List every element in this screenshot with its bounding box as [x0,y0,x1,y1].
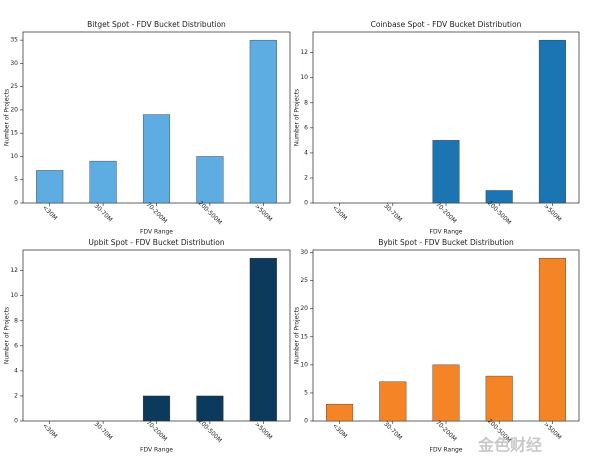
y-tick-label: 25 [300,277,308,284]
bar [432,364,460,422]
y-tick-label: 10 [300,74,308,81]
y-tick-label: 0 [14,200,18,207]
x-tick-label: <30M [331,204,349,222]
y-tick-label: 4 [14,367,18,374]
y-tick-label: 15 [300,333,308,340]
y-tick-label: 30 [10,60,18,67]
y-axis-label: Number of Projects [4,307,11,364]
y-tick-label: 5 [304,389,308,396]
y-tick-label: 0 [14,418,18,425]
y-tick-label: 25 [10,83,18,90]
bar [196,395,224,422]
y-tick-label: 4 [304,149,308,156]
y-tick-label: 20 [10,106,18,113]
y-tick-label: 2 [14,392,18,399]
bar [538,257,566,422]
y-tick-label: 2 [304,174,308,181]
x-axis-label: FDV Range [430,229,463,236]
y-tick-label: 15 [10,130,18,137]
y-tick-label: 10 [300,361,308,368]
y-tick-label: 10 [10,153,18,160]
bar [142,395,171,422]
y-tick-label: 12 [10,267,18,274]
y-tick-label: 6 [304,124,308,131]
bar [36,170,64,204]
y-tick-label: 10 [10,292,18,299]
y-tick-label: 20 [300,305,308,312]
y-tick-label: 30 [300,249,308,256]
y-tick-label: 6 [14,342,18,349]
y-tick-label: 5 [14,176,18,183]
bar [485,375,513,422]
y-tick-label: 35 [10,37,18,44]
x-tick-label: <30M [41,422,59,440]
bar [249,257,277,422]
bar [432,140,460,204]
chart-title: Coinbase Spot - FDV Bucket Distribution [371,20,522,29]
chart-title: Upbit Spot - FDV Bucket Distribution [88,238,224,247]
y-tick-label: 0 [304,418,308,425]
bar [326,403,354,422]
x-axis-label: FDV Range [140,229,173,236]
bar [142,114,171,204]
y-tick-label: 8 [14,317,18,324]
y-tick-label: 0 [304,200,308,207]
bar [196,156,224,204]
x-axis-label: FDV Range [140,447,173,454]
y-axis-label: Number of Projects [294,307,301,364]
watermark: 金色财经 [477,436,542,455]
x-tick-label: <30M [41,204,59,222]
y-tick-label: 8 [304,99,308,106]
chart-title: Bybit Spot - FDV Bucket Distribution [378,238,514,247]
y-axis-label: Number of Projects [294,89,301,146]
chart-title: Bitget Spot - FDV Bucket Distribution [87,20,226,29]
y-axis-label: Number of Projects [4,89,11,146]
y-tick-label: 12 [300,49,308,56]
bar [89,160,117,204]
bar [538,39,566,204]
bar [249,39,277,204]
x-tick-label: <30M [331,422,349,440]
bar [379,381,407,422]
x-axis-label: FDV Range [430,447,463,454]
